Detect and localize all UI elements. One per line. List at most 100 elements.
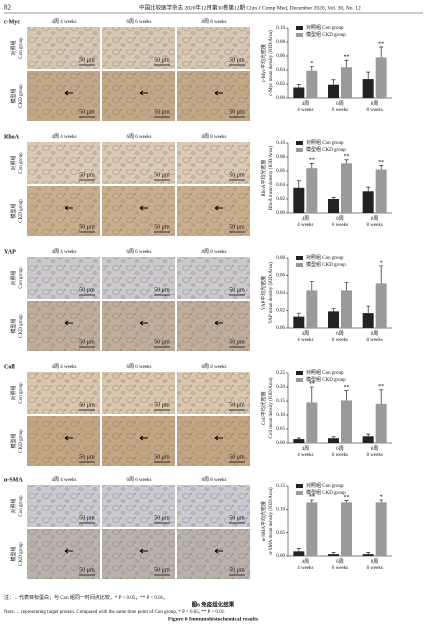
scale-bar-label: 50 μm [154, 224, 170, 230]
row-label-zh: 对照组 [10, 40, 17, 55]
row-label-en: CKD group [19, 542, 24, 566]
micrograph-texture [177, 186, 250, 236]
micrograph-texture [177, 416, 250, 466]
scale-bar-label: 50 μm [229, 172, 245, 178]
micrograph-texture [177, 529, 250, 579]
x-tick-label: 8周 [371, 446, 379, 452]
error-bar [344, 59, 349, 68]
y-tick-label: 0.10 [276, 141, 285, 146]
micrograph-texture [27, 485, 100, 527]
legend-swatch [296, 256, 303, 260]
x-tick-label: 4周 [302, 331, 310, 337]
y-tick-label: 0.15 [276, 484, 285, 489]
micrograph-texture [102, 485, 175, 527]
error-bar [379, 165, 384, 170]
x-tick-label-en: 4 weeks [297, 566, 313, 571]
scale-bar-label: 50 μm [154, 454, 170, 460]
x-tick-label: 8周 [371, 331, 379, 337]
significance: ** [344, 154, 350, 160]
significance: * [310, 61, 313, 67]
micrograph-texture [177, 257, 250, 299]
error-bar [309, 386, 314, 403]
y-tick-label: 0.00 [276, 96, 285, 101]
arrow [214, 205, 223, 211]
column-header: 6周 6 weeks [127, 364, 152, 370]
significance: ** [344, 385, 350, 391]
x-tick-label: 8周 [371, 101, 379, 107]
row-label-en: CKD group [19, 199, 24, 223]
legend-swatch [296, 484, 303, 488]
bar [293, 439, 305, 443]
scale-bar-label: 50 μm [154, 109, 170, 115]
scale-bar-label: 50 μm [154, 515, 170, 521]
row-label-zh: 对照组 [10, 498, 17, 513]
bar [375, 502, 387, 556]
bar [306, 168, 318, 213]
micrograph-texture [177, 71, 250, 121]
significance: ** [344, 55, 350, 61]
protein-label: RhoA [4, 134, 20, 140]
scale-bar-label: 50 μm [229, 287, 245, 293]
x-tick-label-en: 8 weeks [367, 108, 383, 113]
bar [328, 554, 339, 556]
micrograph-texture [102, 27, 175, 69]
significance: ** [378, 41, 384, 47]
error-bar [309, 281, 314, 291]
caption-note-en: Note. ←representing target protein. Comp… [4, 610, 225, 615]
arrow [214, 90, 223, 96]
error-bar [309, 499, 314, 503]
y-tick-label: 0.00 [276, 326, 285, 331]
scale-bar-label: 50 μm [154, 339, 170, 345]
legend-swatch [296, 148, 303, 152]
y-tick-label: 0.04 [276, 68, 285, 73]
bar [306, 402, 318, 443]
arrow [139, 320, 148, 326]
y-axis-label: c-Myc平均光密度 [260, 44, 267, 82]
legend-label: 对照组 Con group [306, 24, 344, 31]
legend-swatch [296, 141, 303, 145]
error-bar [296, 312, 301, 317]
scale-bar-label: 50 μm [154, 172, 170, 178]
significance: ** [378, 160, 384, 166]
y-tick-label: 0.10 [276, 413, 285, 418]
column-header: 8周 8 weeks [202, 19, 227, 25]
bar [375, 169, 387, 213]
bar [293, 316, 305, 328]
significance: ** [309, 158, 315, 164]
legend-swatch [296, 491, 303, 495]
significance: ** [309, 381, 315, 387]
micrograph-texture [27, 71, 100, 121]
error-bar [379, 46, 384, 58]
x-tick-label-en: 8 weeks [367, 453, 383, 458]
scale-bar-label: 50 μm [229, 402, 245, 408]
micrograph-texture [177, 27, 250, 69]
row-label-en: Con group [19, 495, 24, 517]
bar [293, 551, 305, 556]
legend-label: 对照组 Con group [306, 139, 344, 146]
bar [306, 502, 318, 556]
legend-label: 模型组 CKD group [306, 146, 346, 153]
y-tick-label: 0.08 [276, 155, 285, 160]
bar [362, 79, 374, 98]
x-tick-label: 4周 [302, 559, 310, 565]
error-bar [379, 389, 384, 404]
arrow [139, 435, 148, 441]
row-label-en: CKD group [19, 314, 24, 338]
legend-swatch [296, 371, 303, 375]
legend-label: 模型组 CKD group [306, 489, 346, 496]
micrograph-texture [27, 301, 100, 351]
arrow [214, 320, 223, 326]
legend-label: 对照组 Con group [306, 254, 344, 261]
scale-bar-label: 50 μm [79, 567, 95, 573]
scale-bar-label: 50 μm [79, 402, 95, 408]
error-bar [331, 79, 336, 85]
bar [293, 187, 305, 213]
y-tick-label: 0.05 [276, 427, 285, 432]
column-header: 4周 4 weeks [52, 477, 77, 483]
bar [341, 67, 352, 98]
bar [341, 502, 352, 556]
error-bar [331, 308, 336, 312]
x-tick-label-en: 6 weeks [332, 338, 348, 343]
y-axis-label-en: α-SMA mean density (IOD/Area) [269, 487, 274, 555]
micrograph-texture [177, 485, 250, 527]
